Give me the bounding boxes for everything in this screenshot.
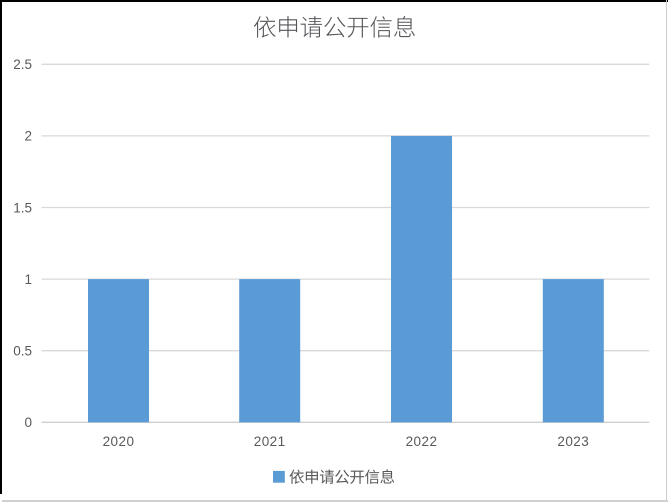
svg-text:1.5: 1.5 [13,200,32,215]
svg-text:2.5: 2.5 [13,57,32,72]
svg-text:0.5: 0.5 [13,344,32,359]
svg-text:2020: 2020 [103,434,135,449]
svg-text:2023: 2023 [557,434,589,449]
svg-text:2022: 2022 [406,434,438,449]
svg-text:1: 1 [24,272,32,287]
svg-text:2021: 2021 [254,434,286,449]
svg-text:2: 2 [24,129,32,144]
svg-text:0: 0 [24,415,32,430]
